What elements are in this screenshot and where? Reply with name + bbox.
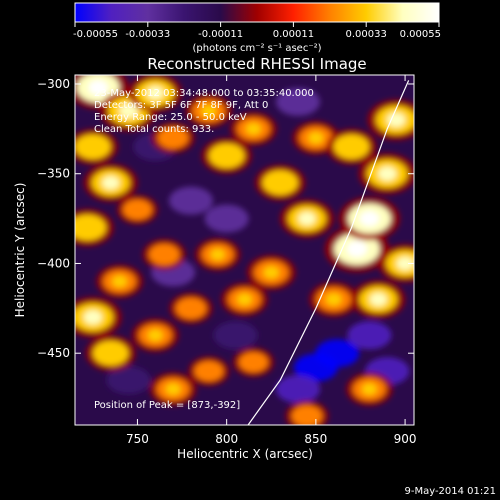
colorbar-tick-label: -0.00033 [125, 29, 170, 40]
hot-spot-core [386, 112, 406, 128]
colorbar-tick-label: 0.00055 [400, 29, 441, 40]
plot-frame [74, 74, 415, 426]
cold-spot [315, 339, 360, 368]
y-axis-ticks: −300 −350 −400 −450 [37, 77, 414, 360]
timestamp: 9-May-2014 01:21 [404, 486, 496, 497]
hot-spot-core [300, 410, 314, 422]
hot-spot-core [83, 310, 103, 325]
hot-spot-core [361, 383, 377, 395]
hot-spot-core [263, 266, 280, 279]
hot-spot-core [325, 293, 342, 306]
y-tick-label: −300 [37, 77, 70, 91]
hot-spot-core [184, 302, 198, 314]
hot-spot-core [298, 211, 316, 226]
hot-spot-core [218, 149, 235, 163]
hot-spot-core [308, 131, 324, 144]
x-tick-label: 900 [394, 432, 417, 446]
hot-spot-core [157, 249, 172, 260]
x-axis-label: Heliocentric X (arcsec) [177, 447, 313, 461]
cold-spot [347, 321, 392, 350]
colorbar-tick-labels: -0.00055 -0.00033 -0.00011 0.00011 0.00033 0.… [73, 29, 441, 40]
hot-spot-core [272, 176, 289, 189]
colorbar-tick-label: -0.00055 [73, 29, 118, 40]
cold-spot [276, 375, 321, 404]
y-axis-label: Heliocentric Y (arcsec) [13, 183, 27, 318]
x-axis-ticks: 750 800 850 900 [126, 75, 417, 446]
peak-position-label: Position of Peak = [873,-392] [94, 400, 240, 411]
colorbar-ticks [74, 22, 440, 27]
y-tick-label: −350 [37, 167, 70, 181]
cold-spot [213, 321, 258, 350]
cold-spot [276, 87, 321, 116]
x-tick-label: 800 [215, 432, 238, 446]
hot-spot-core [369, 292, 387, 307]
hot-spot-core [119, 103, 138, 119]
colorbar-tick-label: 0.00033 [346, 29, 387, 40]
hot-spot-core [147, 329, 163, 342]
colorbar-tick-label: -0.00011 [198, 29, 243, 40]
cold-spot [106, 366, 151, 395]
cold-spot [204, 204, 249, 233]
hot-spot-core [346, 241, 368, 258]
hot-spot-core [88, 79, 108, 96]
hot-spot-core [84, 140, 101, 154]
hot-spot-core [359, 210, 380, 227]
hot-spot-core [245, 123, 261, 135]
solar-limb-arc [247, 80, 410, 425]
hot-spot-core [246, 357, 260, 368]
hot-spot-core [378, 166, 397, 181]
hot-spot-core [102, 346, 119, 360]
heatmap-image [75, 75, 414, 425]
colorbar-unit-label: (photons cm⁻² s⁻¹ asec⁻²) [192, 43, 321, 54]
hot-spot-core [210, 248, 225, 261]
hot-spot-core [166, 132, 181, 144]
annotation-detectors: Detectors: 3F 5F 6F 7F 8F 9F, Att 0 [94, 100, 268, 111]
hot-spot-core [165, 383, 181, 395]
hot-spot-core [102, 175, 120, 190]
annotation-time-range: 23-May-2012 03:34:48.000 to 03:35:40.000 [94, 88, 314, 99]
colorbar [74, 2, 440, 23]
y-tick-label: −450 [37, 346, 70, 360]
chart-title: Reconstructed RHESSI Image [147, 55, 366, 73]
hot-spot-core [79, 221, 96, 235]
hot-spot-core [201, 105, 217, 117]
hot-spot-core [146, 86, 164, 100]
annotation-clean-counts: Clean Total counts: 933. [94, 124, 214, 135]
hot-spot-core [343, 140, 360, 154]
annotation-energy-range: Energy Range: 25.0 - 50.0 keV [94, 112, 247, 123]
hot-spot-core [202, 366, 216, 377]
hot-spot-core [112, 275, 128, 288]
hot-spot-core [237, 293, 252, 306]
hot-spot-core [396, 256, 414, 271]
cold-spot [168, 186, 213, 215]
x-tick-label: 750 [126, 432, 149, 446]
colorbar-tick-label: 0.00011 [273, 29, 314, 40]
y-tick-label: −400 [37, 256, 70, 270]
hot-spot-core [130, 204, 145, 215]
x-tick-label: 850 [304, 432, 327, 446]
